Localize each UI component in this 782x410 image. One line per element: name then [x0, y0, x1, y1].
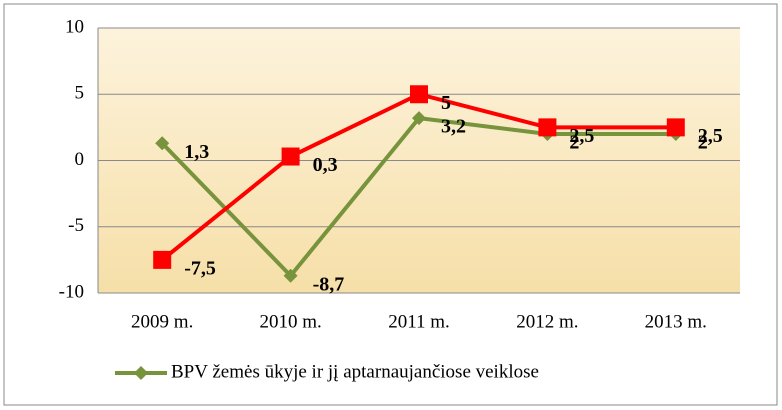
y-tick-label: 0	[75, 149, 85, 170]
data-label: 1,3	[184, 141, 209, 163]
data-label: -8,7	[313, 273, 345, 295]
data-label: 2,5	[698, 125, 723, 147]
data-label: 0,3	[313, 154, 338, 176]
data-point	[410, 85, 428, 104]
data-point	[281, 147, 300, 166]
x-tick-label: 2010 m.	[259, 311, 321, 332]
data-point	[283, 268, 298, 283]
data-label: -7,5	[184, 257, 216, 279]
y-tick-label: -10	[59, 281, 84, 302]
data-label: 2	[698, 132, 708, 154]
x-tick-label: 2009 m.	[131, 311, 193, 332]
legend-marker	[134, 366, 148, 380]
y-tick-label: -5	[68, 215, 84, 236]
y-tick-label: 10	[65, 16, 84, 37]
y-tick-label: 5	[75, 83, 85, 104]
data-label: 3,2	[441, 116, 466, 138]
x-tick-label: 2013 m.	[645, 311, 707, 332]
x-tick-label: 2012 m.	[516, 311, 578, 332]
data-label: 2,5	[569, 125, 594, 147]
x-tick-label: 2011 m.	[388, 311, 450, 332]
data-point	[538, 118, 557, 137]
data-point	[153, 250, 172, 269]
legend-label: BPV žemės ūkyje ir jį aptarnaujančiose v…	[171, 361, 539, 382]
data-point	[412, 111, 426, 126]
data-point	[155, 136, 170, 151]
data-label: 5	[441, 92, 451, 114]
data-label: 2	[569, 132, 579, 154]
data-point	[666, 118, 685, 137]
